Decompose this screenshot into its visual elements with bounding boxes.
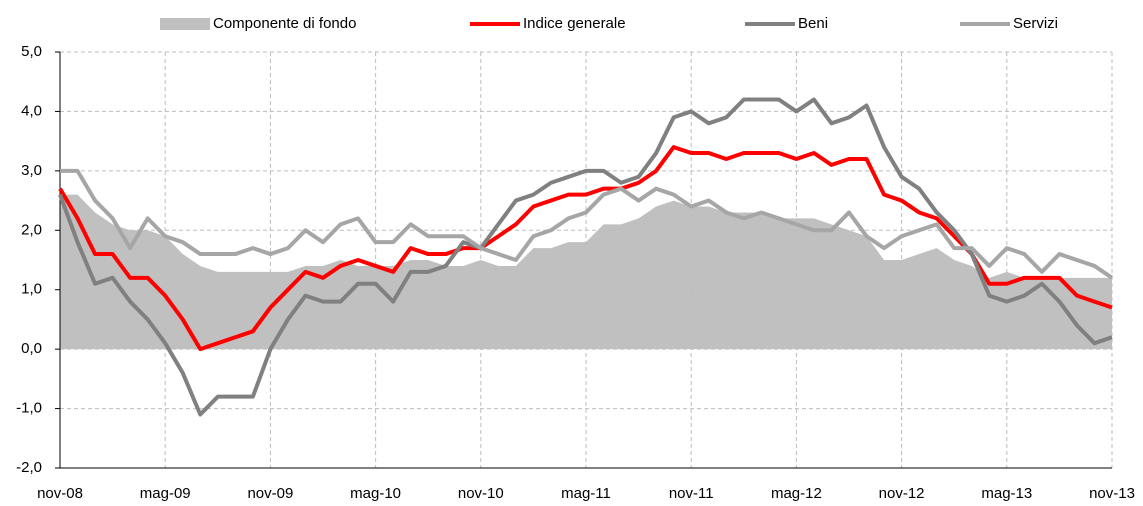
x-tick-label: nov-13 — [1089, 485, 1135, 502]
legend-swatch — [160, 18, 210, 30]
x-tick-label: nov-10 — [458, 485, 504, 502]
line — [58, 97, 1113, 417]
legend-label: Indice generale — [523, 15, 626, 32]
y-tick-label: -2,0 — [16, 459, 42, 476]
y-tick-label: 1,0 — [21, 281, 42, 298]
legend-label: Servizi — [1013, 15, 1058, 32]
line — [58, 145, 1113, 352]
y-tick-label: 0,0 — [21, 340, 42, 357]
x-tick-label: mag-10 — [350, 485, 401, 502]
y-tick-label: 2,0 — [21, 221, 42, 238]
x-tick-label: mag-12 — [771, 485, 822, 502]
y-tick-label: 4,0 — [21, 102, 42, 119]
line — [60, 168, 1114, 280]
legend-label: Beni — [798, 15, 828, 32]
x-tick-label: mag-09 — [140, 485, 191, 502]
y-tick-label: 3,0 — [21, 162, 42, 179]
y-tick-label: 5,0 — [21, 43, 42, 60]
x-tick-label: nov-09 — [247, 485, 293, 502]
y-tick-label: -1,0 — [16, 400, 42, 417]
x-tick-label: nov-08 — [37, 485, 83, 502]
x-tick-label: nov-12 — [879, 485, 925, 502]
x-tick-label: mag-11 — [561, 485, 611, 502]
x-tick-label: mag-13 — [981, 485, 1032, 502]
legend-label: Componente di fondo — [213, 15, 356, 32]
x-tick-label: nov-11 — [669, 485, 714, 502]
